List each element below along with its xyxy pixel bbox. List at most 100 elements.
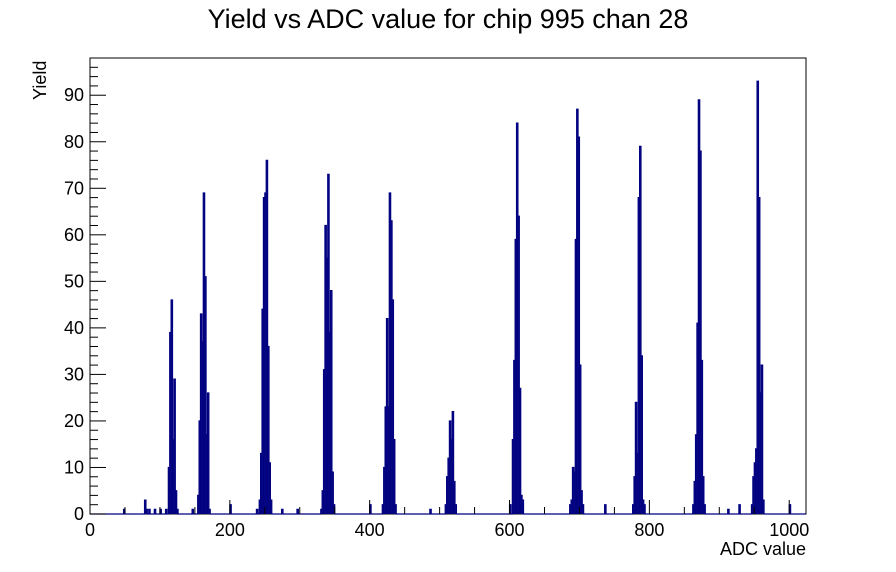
histogram-bin bbox=[256, 509, 258, 514]
histogram-bin bbox=[752, 476, 755, 514]
x-tick-label: 0 bbox=[85, 520, 95, 540]
y-tick-label: 60 bbox=[64, 225, 84, 245]
y-tick-label: 20 bbox=[64, 411, 84, 431]
y-tick-label: 10 bbox=[64, 457, 84, 477]
histogram-bin bbox=[333, 504, 335, 514]
y-tick-label: 90 bbox=[64, 85, 84, 105]
histogram-bin bbox=[383, 467, 386, 514]
histogram-bin bbox=[642, 500, 644, 514]
histogram-bin bbox=[296, 509, 299, 514]
x-tick-label: 400 bbox=[355, 520, 385, 540]
histogram-bin bbox=[696, 323, 699, 514]
histogram-bin bbox=[206, 434, 208, 514]
histogram-bin bbox=[267, 346, 269, 514]
y-tick-label: 30 bbox=[64, 364, 84, 384]
histogram-bin bbox=[512, 439, 514, 514]
histogram-bin bbox=[449, 420, 451, 514]
histogram-bin bbox=[322, 490, 324, 514]
histogram-bin bbox=[575, 239, 577, 514]
histogram-bin bbox=[323, 369, 325, 514]
histogram-bin bbox=[571, 500, 573, 514]
histogram-bin bbox=[738, 504, 741, 514]
y-axis-title: Yield bbox=[30, 61, 50, 100]
histogram-bin bbox=[633, 476, 636, 514]
histogram-bin bbox=[454, 504, 457, 514]
histogram-bin bbox=[450, 439, 453, 514]
histogram-bin bbox=[320, 509, 323, 514]
histogram-bin bbox=[516, 123, 518, 515]
histogram-bin bbox=[632, 504, 634, 514]
histogram-bin bbox=[192, 509, 194, 514]
histogram-bars bbox=[90, 80, 806, 515]
histogram-bin bbox=[165, 509, 167, 514]
histogram-bin bbox=[169, 332, 172, 514]
histogram-bin bbox=[522, 500, 524, 514]
histogram-bin bbox=[579, 365, 581, 514]
x-tick-label: 200 bbox=[215, 520, 245, 540]
histogram-bin bbox=[639, 146, 641, 515]
histogram-bin bbox=[264, 192, 267, 514]
histogram-bin bbox=[513, 360, 516, 514]
y-tick-label: 80 bbox=[64, 132, 84, 152]
histogram-bin bbox=[519, 388, 521, 514]
histogram-bin bbox=[578, 137, 580, 514]
histogram-bin bbox=[392, 299, 394, 514]
histogram-bin bbox=[757, 81, 759, 514]
histogram-bin bbox=[259, 500, 261, 514]
histogram-bin bbox=[692, 504, 695, 514]
histogram-bin bbox=[703, 504, 706, 514]
histogram-bin bbox=[509, 504, 511, 514]
histogram-bin bbox=[517, 216, 520, 514]
histogram-bin bbox=[204, 276, 207, 514]
histogram-bin bbox=[229, 504, 232, 514]
histogram-bin bbox=[701, 360, 703, 514]
histogram-bin bbox=[640, 355, 643, 514]
histogram-bin bbox=[144, 500, 146, 514]
y-tick-label: 40 bbox=[64, 318, 84, 338]
histogram-bin bbox=[123, 509, 125, 514]
histogram-bin bbox=[208, 509, 211, 514]
histogram-bin bbox=[452, 411, 454, 514]
histogram-bin bbox=[759, 393, 762, 514]
histogram-bin bbox=[453, 481, 455, 514]
histogram-bin bbox=[698, 99, 700, 514]
histogram-bin bbox=[446, 476, 448, 514]
histogram-bin bbox=[270, 500, 272, 514]
histogram-bin bbox=[576, 109, 579, 515]
histogram-bin bbox=[389, 192, 391, 514]
histogram-bin bbox=[281, 509, 283, 514]
histogram-bin bbox=[699, 151, 702, 514]
histogram-bin bbox=[200, 313, 202, 514]
histogram-bin bbox=[754, 462, 756, 514]
histogram-bin bbox=[751, 504, 753, 514]
chart-title: Yield vs ADC value for chip 995 chan 28 bbox=[207, 4, 689, 34]
y-tick-label: 50 bbox=[64, 271, 84, 291]
histogram-bin bbox=[176, 509, 179, 514]
histogram-bin bbox=[762, 500, 765, 514]
histogram-bin bbox=[171, 299, 173, 514]
histogram-bin bbox=[148, 509, 151, 514]
y-tick-label: 0 bbox=[74, 504, 84, 524]
histogram-bin bbox=[582, 504, 584, 514]
y-axis-ticks: 0 10 20 30 40 50 60 70 80 90 bbox=[64, 57, 106, 524]
histogram-bin bbox=[429, 509, 432, 514]
histogram-bin bbox=[203, 192, 205, 514]
histogram-bin bbox=[694, 481, 696, 514]
histogram-bin bbox=[702, 476, 704, 514]
histogram-bin bbox=[604, 504, 607, 514]
histogram-bin bbox=[789, 504, 791, 514]
histogram-bin bbox=[635, 402, 637, 514]
histogram-bin bbox=[695, 434, 697, 514]
histogram-bin bbox=[394, 504, 397, 514]
histogram-bin bbox=[515, 239, 517, 514]
x-axis-title: ADC value bbox=[720, 539, 806, 559]
histogram-bin bbox=[199, 420, 201, 514]
histogram-bin bbox=[636, 453, 639, 514]
histogram-bin bbox=[262, 309, 264, 514]
histogram-bin bbox=[727, 509, 730, 514]
histogram-bin bbox=[448, 458, 450, 514]
histogram-bin bbox=[761, 365, 763, 514]
histogram-bin bbox=[175, 490, 177, 514]
histogram-bin bbox=[168, 467, 170, 514]
